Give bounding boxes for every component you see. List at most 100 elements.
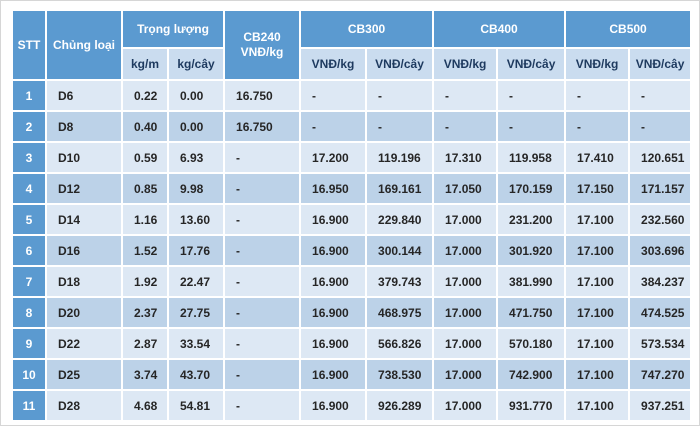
cell-cb500-vnd-kg: - — [564, 110, 631, 143]
cell-kg-cay: 13.60 — [166, 203, 226, 236]
cell-cb400-vnd-cay: 381.990 — [496, 265, 567, 298]
cell-kg-m: 0.40 — [121, 110, 169, 143]
cell-chung-loai: D8 — [45, 110, 123, 143]
cell-cb500-vnd-kg: 17.100 — [564, 327, 631, 360]
table-row: 10 D25 3.74 43.70 - 16.900 738.530 17.00… — [11, 358, 693, 391]
cell-cb300-vnd-kg: 17.200 — [299, 141, 368, 174]
cell-stt: 9 — [11, 327, 47, 360]
cell-kg-m: 4.68 — [121, 389, 169, 422]
cell-stt: 2 — [11, 110, 47, 143]
header-chung-loai: Chủng loại — [45, 9, 123, 81]
cell-stt: 6 — [11, 234, 47, 267]
cell-cb400-vnd-kg: 17.050 — [432, 172, 499, 205]
cell-stt: 10 — [11, 358, 47, 391]
table-body: 1 D6 0.22 0.00 16.750 - - - - - - 2 D8 0… — [11, 79, 693, 422]
subheader-cb300-vnd-cay: VNĐ/cây — [365, 47, 435, 81]
table-header: STT Chủng loại Trọng lượng CB240 VNĐ/kg … — [11, 9, 693, 81]
cell-cb400-vnd-kg: - — [432, 110, 499, 143]
cell-cb240-vnd-kg: - — [223, 327, 302, 360]
cell-cb500-vnd-cay: 937.251 — [628, 389, 693, 422]
cell-cb400-vnd-cay: - — [496, 79, 567, 112]
cell-chung-loai: D18 — [45, 265, 123, 298]
cell-cb400-vnd-cay: 471.750 — [496, 296, 567, 329]
cell-cb300-vnd-kg: 16.900 — [299, 296, 368, 329]
cell-cb500-vnd-kg: 17.410 — [564, 141, 631, 174]
cell-cb500-vnd-kg: 17.100 — [564, 234, 631, 267]
cell-cb400-vnd-kg: 17.000 — [432, 265, 499, 298]
cell-kg-cay: 27.75 — [166, 296, 226, 329]
cell-chung-loai: D28 — [45, 389, 123, 422]
cell-cb500-vnd-cay: 474.525 — [628, 296, 693, 329]
cell-cb300-vnd-kg: 16.900 — [299, 358, 368, 391]
cell-cb400-vnd-kg: 17.000 — [432, 234, 499, 267]
cell-cb500-vnd-cay: 232.560 — [628, 203, 693, 236]
cell-kg-cay: 9.98 — [166, 172, 226, 205]
cell-cb400-vnd-cay: 742.900 — [496, 358, 567, 391]
cell-chung-loai: D14 — [45, 203, 123, 236]
cell-chung-loai: D16 — [45, 234, 123, 267]
cell-cb300-vnd-cay: - — [365, 79, 435, 112]
cell-cb500-vnd-cay: 120.651 — [628, 141, 693, 174]
header-cb240: CB240 VNĐ/kg — [223, 9, 302, 81]
cell-stt: 4 — [11, 172, 47, 205]
cell-cb400-vnd-cay: 119.958 — [496, 141, 567, 174]
cell-cb500-vnd-cay: - — [628, 110, 693, 143]
cell-cb400-vnd-kg: 17.000 — [432, 389, 499, 422]
cell-cb400-vnd-kg: 17.000 — [432, 358, 499, 391]
cell-cb500-vnd-cay: 171.157 — [628, 172, 693, 205]
subheader-cb500-vnd-cay: VNĐ/cây — [628, 47, 693, 81]
table-row: 2 D8 0.40 0.00 16.750 - - - - - - — [11, 110, 693, 143]
cell-kg-cay: 43.70 — [166, 358, 226, 391]
cell-kg-cay: 0.00 — [166, 110, 226, 143]
subheader-kg-m: kg/m — [121, 47, 169, 81]
cell-cb240-vnd-kg: - — [223, 141, 302, 174]
cell-cb500-vnd-cay: 303.696 — [628, 234, 693, 267]
cell-stt: 7 — [11, 265, 47, 298]
cell-kg-cay: 33.54 — [166, 327, 226, 360]
table-row: 3 D10 0.59 6.93 - 17.200 119.196 17.310 … — [11, 141, 693, 174]
header-cb500: CB500 — [564, 9, 693, 49]
subheader-cb400-vnd-kg: VNĐ/kg — [432, 47, 499, 81]
header-cb240-grade: CB240 — [243, 30, 281, 44]
cell-cb300-vnd-kg: - — [299, 79, 368, 112]
cell-cb500-vnd-kg: - — [564, 79, 631, 112]
cell-cb400-vnd-kg: - — [432, 79, 499, 112]
cell-cb500-vnd-kg: 17.100 — [564, 203, 631, 236]
cell-cb500-vnd-kg: 17.100 — [564, 389, 631, 422]
cell-kg-cay: 17.76 — [166, 234, 226, 267]
cell-cb500-vnd-cay: - — [628, 79, 693, 112]
cell-cb240-vnd-kg: - — [223, 172, 302, 205]
cell-cb240-vnd-kg: - — [223, 203, 302, 236]
cell-cb300-vnd-cay: 169.161 — [365, 172, 435, 205]
cell-kg-m: 0.85 — [121, 172, 169, 205]
cell-cb300-vnd-cay: 738.530 — [365, 358, 435, 391]
cell-stt: 3 — [11, 141, 47, 174]
cell-cb240-vnd-kg: - — [223, 389, 302, 422]
table-row: 8 D20 2.37 27.75 - 16.900 468.975 17.000… — [11, 296, 693, 329]
cell-cb500-vnd-cay: 384.237 — [628, 265, 693, 298]
cell-kg-m: 2.37 — [121, 296, 169, 329]
cell-chung-loai: D25 — [45, 358, 123, 391]
cell-cb300-vnd-cay: 468.975 — [365, 296, 435, 329]
cell-cb240-vnd-kg: - — [223, 358, 302, 391]
cell-cb300-vnd-cay: 300.144 — [365, 234, 435, 267]
cell-cb300-vnd-kg: 16.900 — [299, 203, 368, 236]
steel-price-table: STT Chủng loại Trọng lượng CB240 VNĐ/kg … — [11, 9, 693, 422]
cell-kg-m: 2.87 — [121, 327, 169, 360]
cell-chung-loai: D12 — [45, 172, 123, 205]
header-stt: STT — [11, 9, 47, 81]
cell-cb400-vnd-kg: 17.000 — [432, 327, 499, 360]
cell-cb300-vnd-cay: 119.196 — [365, 141, 435, 174]
table-row: 11 D28 4.68 54.81 - 16.900 926.289 17.00… — [11, 389, 693, 422]
cell-kg-m: 1.52 — [121, 234, 169, 267]
cell-cb300-vnd-kg: 16.900 — [299, 265, 368, 298]
cell-cb300-vnd-cay: 379.743 — [365, 265, 435, 298]
cell-cb300-vnd-cay: 229.840 — [365, 203, 435, 236]
cell-cb300-vnd-kg: 16.950 — [299, 172, 368, 205]
subheader-cb300-vnd-kg: VNĐ/kg — [299, 47, 368, 81]
cell-kg-m: 1.92 — [121, 265, 169, 298]
cell-kg-cay: 6.93 — [166, 141, 226, 174]
subheader-cb500-vnd-kg: VNĐ/kg — [564, 47, 631, 81]
cell-cb400-vnd-cay: 570.180 — [496, 327, 567, 360]
